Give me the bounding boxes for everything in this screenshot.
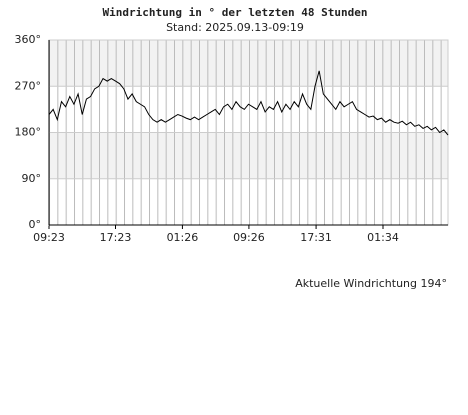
- x-tick-label: 01:34: [367, 231, 399, 244]
- annotation: Aktuelle Windrichtung 194°: [295, 277, 447, 290]
- y-tick-label: 360°: [15, 33, 42, 46]
- y-tick-label: 0°: [29, 218, 42, 231]
- data-line: [48, 70, 449, 136]
- x-tick-label: 17:23: [100, 231, 132, 244]
- x-tick-label: 17:31: [300, 231, 332, 244]
- x-tick-label: 09:26: [233, 231, 265, 244]
- x-tick-label: 01:26: [167, 231, 199, 244]
- x-tick-label: 09:23: [33, 231, 65, 244]
- y-tick-label: 270°: [15, 79, 42, 92]
- chart-title: Windrichtung in ° der letzten 48 Stunden: [103, 6, 368, 19]
- y-tick-label: 90°: [22, 172, 42, 185]
- y-tick-label: 180°: [15, 126, 42, 139]
- chart-subtitle: Stand: 2025.09.13-09:19: [166, 21, 304, 34]
